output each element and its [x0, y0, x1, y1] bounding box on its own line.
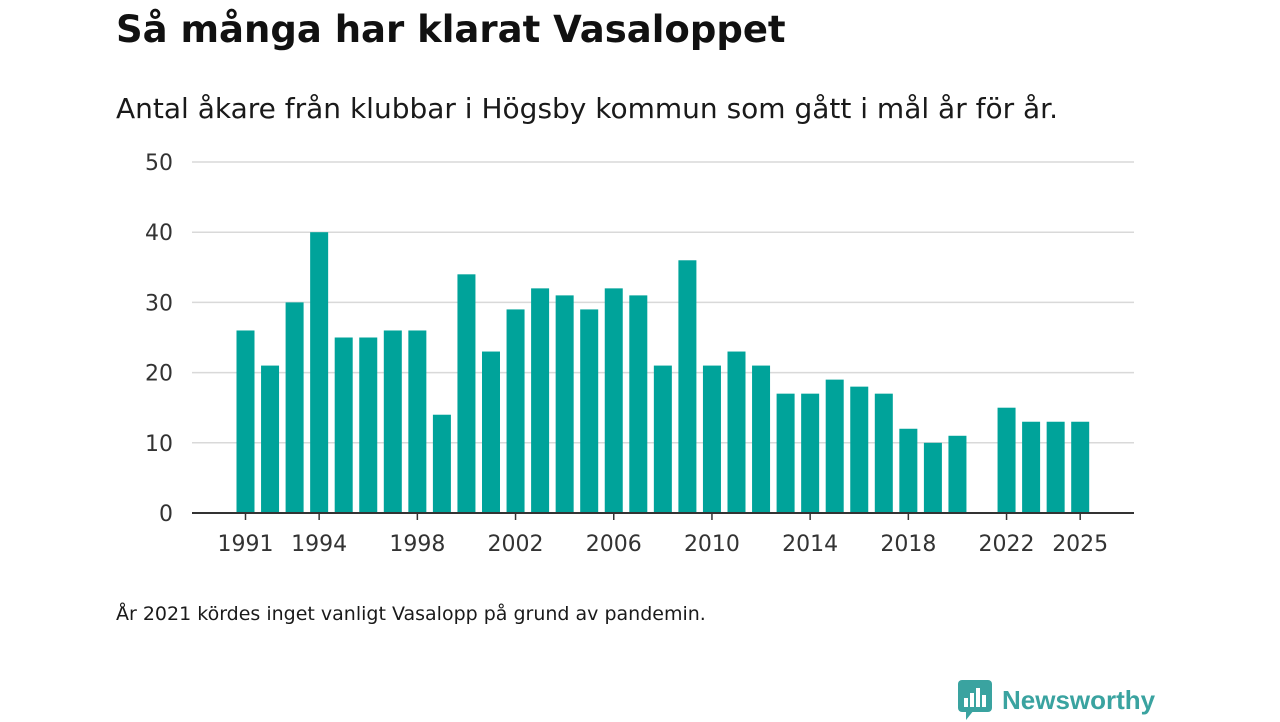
bar [629, 295, 648, 513]
y-tick-label: 30 [145, 291, 173, 316]
bar [310, 232, 329, 513]
x-tick-label: 2006 [586, 532, 642, 557]
bar [825, 379, 844, 513]
bar [285, 302, 304, 513]
x-tick-label: 1998 [389, 532, 445, 557]
bar [874, 393, 893, 513]
bar [432, 414, 451, 513]
bar [261, 365, 280, 513]
bar [482, 351, 500, 513]
x-tick-label: 1991 [218, 532, 274, 557]
bar [555, 295, 574, 513]
bar [997, 407, 1016, 513]
bar [334, 337, 353, 513]
x-tick-label: 2022 [979, 532, 1035, 557]
bar [506, 309, 525, 513]
bar [752, 365, 771, 513]
bar [531, 288, 550, 513]
bar [1046, 421, 1065, 513]
bar [850, 386, 869, 513]
x-tick-label: 1994 [291, 532, 347, 557]
chart-title: Så många har klarat Vasaloppet [116, 8, 786, 51]
y-tick-label: 20 [145, 362, 173, 387]
bar [899, 428, 918, 513]
x-tick-label: 2025 [1052, 532, 1108, 557]
x-tick-label: 2018 [880, 532, 936, 557]
x-tick-label: 2014 [782, 532, 838, 557]
brand-name: Newsworthy [1002, 684, 1156, 715]
bar [1071, 421, 1090, 513]
bar [653, 365, 672, 513]
bar [580, 309, 599, 513]
bar [457, 274, 476, 513]
y-tick-label: 50 [145, 151, 173, 176]
chart-footnote: År 2021 kördes inget vanligt Vasalopp på… [116, 603, 706, 625]
x-tick-label: 2010 [684, 532, 740, 557]
bar [408, 330, 427, 513]
bar [359, 337, 378, 513]
y-tick-label: 10 [145, 432, 173, 457]
y-tick-label: 40 [145, 221, 173, 246]
bar [923, 442, 942, 513]
chart-subtitle: Antal åkare från klubbar i Högsby kommun… [116, 92, 1059, 125]
newsworthy-logo-icon [958, 680, 992, 720]
bar [236, 330, 255, 513]
newsworthy-brand: Newsworthy [958, 678, 1155, 722]
bar [801, 393, 820, 513]
bar [702, 365, 721, 513]
bar [776, 393, 795, 513]
x-tick-label: 2002 [488, 532, 544, 557]
bar [383, 330, 402, 513]
bar [604, 288, 623, 513]
bar [727, 351, 746, 513]
bar [948, 435, 967, 513]
bar [678, 260, 697, 513]
y-tick-label: 0 [159, 502, 173, 527]
bar [1022, 421, 1041, 513]
